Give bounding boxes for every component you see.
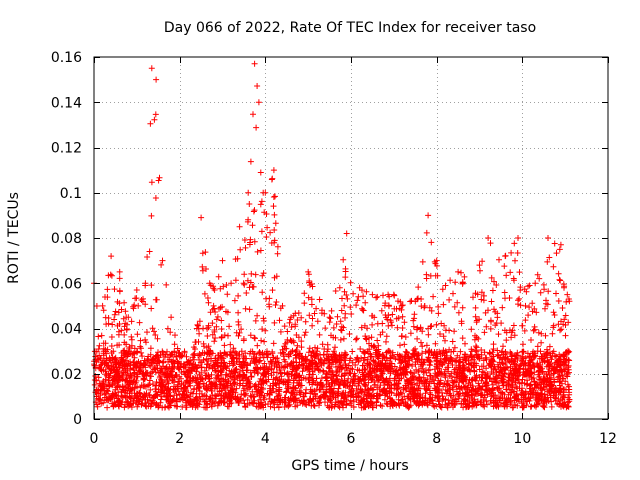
- y-tick-label: 0.14: [51, 95, 82, 111]
- x-tick-labels: 0 2 4 6 8 10 12: [90, 431, 617, 447]
- y-tick-label: 0.16: [51, 50, 82, 66]
- y-tick-label: 0.08: [51, 231, 82, 247]
- y-tick-label: 0.04: [51, 322, 82, 338]
- y-tick-label: 0.06: [51, 276, 82, 292]
- data-points: [91, 60, 573, 411]
- y-tick-label: 0.02: [51, 367, 82, 383]
- y-axis-label: ROTI / TECUs: [6, 192, 22, 284]
- x-tick-label: 12: [599, 431, 617, 447]
- chart-title: Day 066 of 2022, Rate Of TEC Index for r…: [164, 20, 536, 36]
- x-tick-label: 8: [432, 431, 441, 447]
- y-tick-label: 0.12: [51, 141, 82, 157]
- axis-ticks: [94, 57, 609, 420]
- x-tick-label: 0: [90, 431, 99, 447]
- x-axis-label: GPS time / hours: [291, 458, 408, 474]
- y-tick-label: 0: [73, 412, 82, 428]
- x-tick-label: 4: [261, 431, 270, 447]
- x-tick-label: 2: [175, 431, 184, 447]
- x-tick-label: 10: [513, 431, 531, 447]
- y-tick-label: 0.1: [60, 186, 82, 202]
- roti-markers: [91, 60, 573, 411]
- x-tick-label: 6: [347, 431, 356, 447]
- y-tick-labels: 0 0.02 0.04 0.06 0.08 0.1 0.12 0.14 0.16: [51, 50, 82, 428]
- grid-lines: [94, 57, 608, 419]
